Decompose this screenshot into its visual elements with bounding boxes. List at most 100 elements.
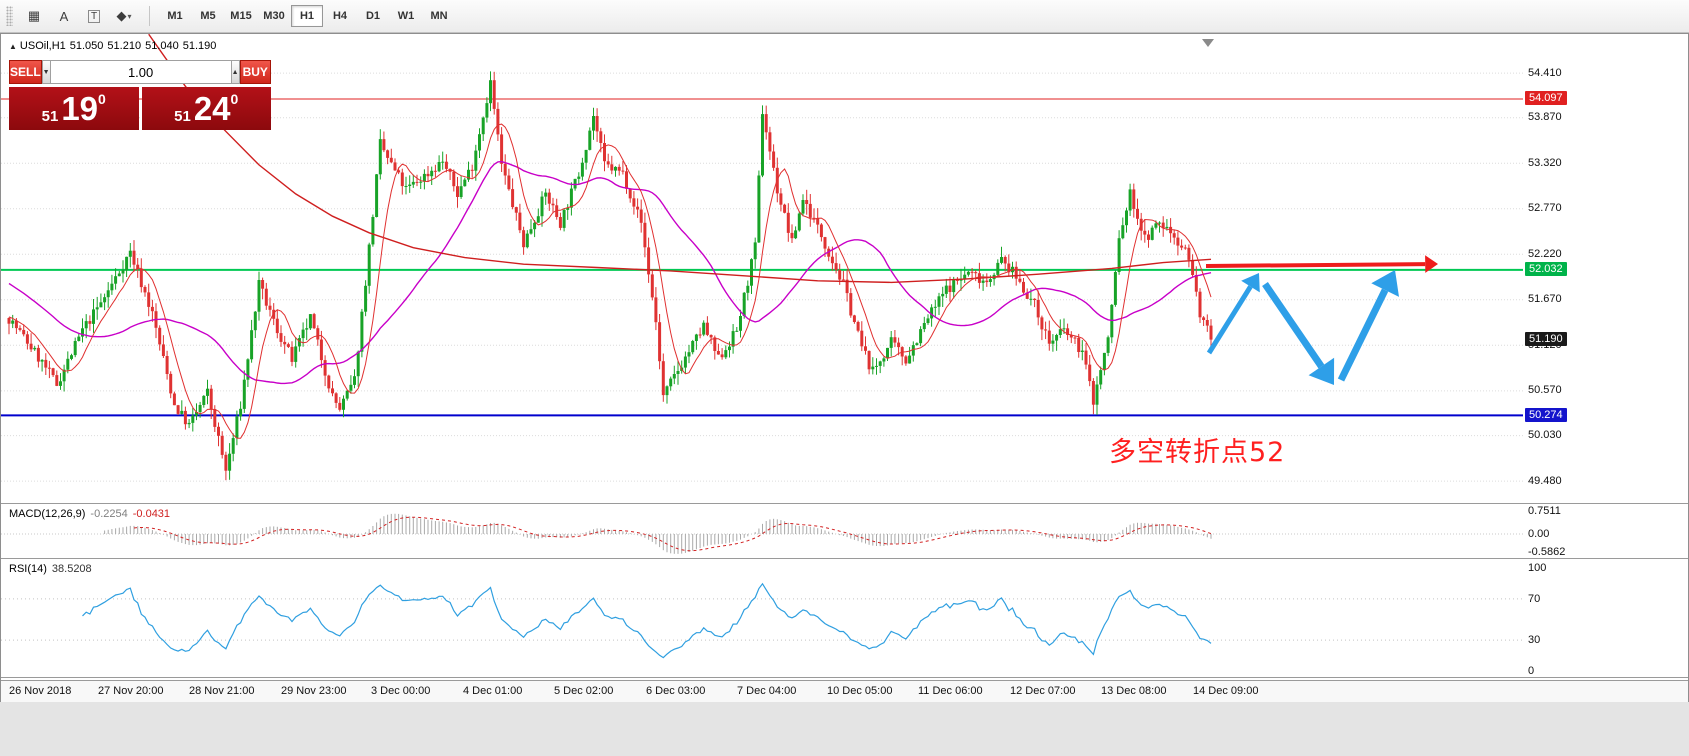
timeframe-mn-button[interactable]: MN [430,10,448,22]
price-tag: 54.097 [1525,91,1567,105]
macd-scale-label: -0.5862 [1528,546,1566,558]
one-click-trading-panel: SELL ▼ ▲ BUY 51 19 0 51 24 0 [9,60,271,130]
time-label: 26 Nov 2018 [9,685,72,697]
time-axis[interactable]: 26 Nov 2018 27 Nov 20:00 28 Nov 21:00 29 No… [1,680,1688,702]
ask-pips: 24 [193,90,231,127]
price-label: 53.870 [1528,111,1562,123]
toolbar-grip[interactable] [6,6,13,26]
timeframe-m30-button[interactable]: M30 [263,10,285,22]
bid-pips: 19 [61,90,99,127]
timeframe-h4-button[interactable]: H4 [332,10,348,22]
chart-window: ▲ USOil,H1 51.050 51.210 51.040 51.190 SELL ▼… [0,33,1689,702]
panel-splitter[interactable] [1,677,1688,678]
price-tag: 51.190 [1525,332,1567,346]
price-label: 50.030 [1528,429,1562,441]
ask-integer: 51 [174,108,191,125]
time-label: 7 Dec 04:00 [737,685,797,697]
time-label: 10 Dec 05:00 [827,685,893,697]
ask-point: 0 [230,91,239,107]
rsi-scale-label: 100 [1528,562,1547,574]
time-label: 3 Dec 00:00 [371,685,431,697]
price-tag: 50.274 [1525,408,1567,422]
low-value: 51.040 [145,40,179,52]
sell-price-button[interactable]: 51 19 0 [9,87,139,130]
rsi-name: RSI(14) [9,563,47,575]
open-value: 51.050 [69,40,104,52]
rsi-scale-label: 0 [1528,665,1535,677]
time-label: 27 Nov 20:00 [98,685,164,697]
price-label: 52.220 [1528,248,1562,260]
timeframe-m1-button[interactable]: M1 [167,10,183,22]
bid-point: 0 [98,91,106,107]
macd-signal-value: -0.0431 [132,508,171,520]
buy-button[interactable]: BUY [239,60,271,84]
rsi-scale-label: 70 [1528,593,1541,605]
main-toolbar: ▦ A T ◆ ▾ M1 M5 M15 M30 H1 H4 D1 W1 MN [0,0,1689,33]
time-label: 14 Dec 09:00 [1193,685,1259,697]
time-label: 28 Nov 21:00 [189,685,255,697]
symbol-label: USOil,H1 [19,40,66,52]
rsi-label: RSI(14) 38.5208 [9,563,97,575]
text-box-tool-icon: T [87,9,101,23]
timeframe-m15-button[interactable]: M15 [230,10,252,22]
grid-tool-icon: ▦ [27,8,41,23]
timeframe-h1-button[interactable]: H1 [291,5,323,27]
moving-averages [8,34,1212,439]
close-value: 51.190 [182,40,217,52]
time-label: 13 Dec 08:00 [1101,685,1167,697]
expand-triangle-icon[interactable]: ▲ [9,42,17,51]
macd-panel[interactable] [1,505,1523,558]
macd-signal-line [133,516,1212,552]
macd-scale-label: 0.00 [1528,528,1550,540]
sell-button[interactable]: SELL [9,60,42,84]
shapes-tool-button[interactable]: ◆ ▾ [110,3,138,29]
high-value: 51.210 [107,40,142,52]
price-label: 51.670 [1528,293,1562,305]
drawing-tools-group: ▦ A T ◆ ▾ [20,3,140,29]
macd-scale-label: 0.7511 [1528,505,1561,517]
shapes-tool-icon: ◆ [116,8,127,23]
panel-splitter[interactable] [1,558,1688,559]
macd-value: -0.2254 [90,508,128,520]
volume-increase-button[interactable]: ▲ [230,60,240,84]
price-label: 53.320 [1528,157,1562,169]
chevron-down-icon: ▾ [127,11,132,21]
price-label: 52.770 [1528,202,1562,214]
volume-decrease-button[interactable]: ▼ [41,60,51,84]
rsi-panel[interactable] [1,560,1523,677]
price-tag: 52.032 [1525,262,1567,276]
chinese-annotation: 多空转折点52 [1109,437,1286,468]
volume-input[interactable] [50,60,231,84]
rsi-scale-label: 30 [1528,634,1541,646]
chart-ohlc-header: ▲ USOil,H1 51.050 51.210 51.040 51.190 [9,40,220,52]
macd-name: MACD(12,26,9) [9,508,86,520]
price-label: 50.570 [1528,384,1562,396]
time-label: 5 Dec 02:00 [554,685,614,697]
time-label: 12 Dec 07:00 [1010,685,1076,697]
time-label: 11 Dec 06:00 [918,685,983,697]
text-label-tool-button[interactable]: A [50,3,78,29]
timeframe-buttons-group: M1 M5 M15 M30 H1 H4 D1 W1 MN [159,5,456,27]
timeframe-w1-button[interactable]: W1 [397,10,415,22]
text-label-tool-icon: A [59,8,69,24]
forecast-arrows [1205,255,1438,385]
price-label: 49.480 [1528,475,1562,487]
chart-shift-marker[interactable] [1202,39,1214,47]
text-box-tool-button[interactable]: T [80,3,108,29]
toolbar-separator [149,6,150,26]
timeframe-d1-button[interactable]: D1 [365,10,381,22]
buy-price-button[interactable]: 51 24 0 [141,87,271,130]
rsi-line [82,582,1212,659]
time-label: 4 Dec 01:00 [463,685,523,697]
rsi-value: 38.5208 [51,563,92,575]
price-label: 54.410 [1528,67,1562,79]
candlestick-series [7,71,1213,481]
timeframe-m5-button[interactable]: M5 [200,10,216,22]
panel-splitter[interactable] [1,503,1688,504]
grid-tool-button[interactable]: ▦ [20,3,48,29]
candlestick-chart[interactable] [1,34,1688,503]
bid-integer: 51 [41,108,59,125]
time-label: 6 Dec 03:00 [646,685,706,697]
time-label: 29 Nov 23:00 [281,685,347,697]
